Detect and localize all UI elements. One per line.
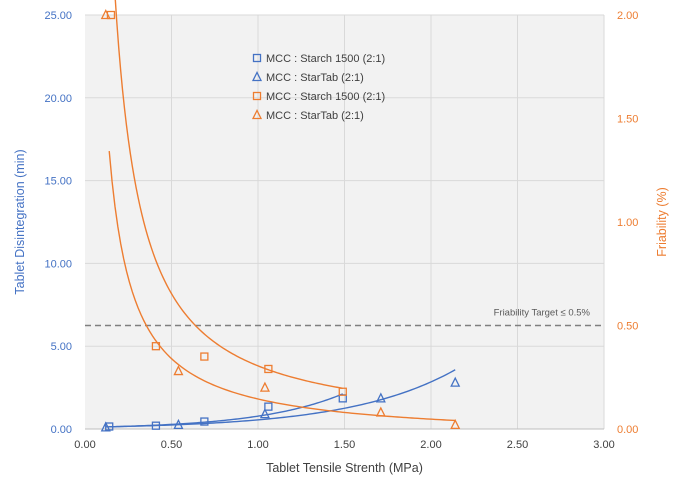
y2-tick-labels: 0.00 0.50 1.00 1.50 2.00 xyxy=(617,10,638,436)
data-point-s0-2 xyxy=(200,417,209,426)
legend-marker-triangle xyxy=(251,71,263,82)
x-axis-title: Tablet Tensile Strenth (MPa) xyxy=(266,461,423,475)
y-tick-label: 20.00 xyxy=(44,93,72,105)
y-axis-title: Tablet Disintegration (min) xyxy=(13,149,27,294)
legend-marker-square xyxy=(252,53,262,63)
legend-entry-1: MCC : StarTab (2:1) xyxy=(251,71,364,84)
y2-tick-label: 2.00 xyxy=(617,10,638,22)
legend-label: MCC : Starch 1500 (2:1) xyxy=(266,53,385,65)
y2-tick-label: 1.00 xyxy=(617,217,638,229)
y-tick-label: 0.00 xyxy=(51,424,72,436)
x-gridlines xyxy=(171,15,605,429)
x-tick-label: 1.50 xyxy=(334,439,355,451)
legend-entry-0: MCC : Starch 1500 (2:1) xyxy=(252,53,385,65)
data-point-s0-1 xyxy=(151,421,161,430)
legend-label: MCC : Starch 1500 (2:1) xyxy=(266,91,385,103)
y-tick-label: 15.00 xyxy=(44,176,72,188)
trendline-2 xyxy=(114,0,343,389)
y-tick-label: 5.00 xyxy=(51,341,72,353)
data-point-s3-0 xyxy=(100,9,111,20)
x-tick-label: 1.00 xyxy=(247,439,268,451)
y2-tick-label: 1.50 xyxy=(617,114,638,126)
data-point-s2-1 xyxy=(151,342,161,351)
y2-tick-label: 0.50 xyxy=(617,321,638,333)
data-point-s2-4 xyxy=(338,387,347,396)
data-point-s1-3 xyxy=(375,392,386,403)
legend-label: MCC : StarTab (2:1) xyxy=(266,110,364,122)
data-point-s2-2 xyxy=(200,352,209,361)
friability-target-label: Friability Target ≤ 0.5% xyxy=(494,308,591,319)
data-point-s1-0 xyxy=(100,421,111,432)
y2-tick-label: 0.00 xyxy=(617,424,638,436)
data-point-s0-3 xyxy=(264,402,273,411)
data-point-s2-3 xyxy=(264,364,273,374)
data-markers xyxy=(100,9,461,432)
y-gridlines xyxy=(85,14,604,347)
y2-axis-title: Friability (%) xyxy=(655,187,669,256)
data-point-s3-2 xyxy=(259,381,270,392)
trendline-1 xyxy=(105,369,456,428)
legend-entry-2: MCC : Starch 1500 (2:1) xyxy=(252,91,385,103)
y-tick-label: 10.00 xyxy=(44,258,72,270)
trendline-3 xyxy=(108,150,456,422)
data-point-s1-2 xyxy=(259,408,270,419)
legend-marker-square xyxy=(252,91,262,101)
data-point-s3-1 xyxy=(173,365,184,376)
y-tick-labels: 0.00 5.00 10.00 15.00 20.00 25.00 xyxy=(44,10,72,436)
x-tick-label: 0.00 xyxy=(74,439,95,451)
data-point-s1-4 xyxy=(450,376,461,387)
x-tick-label: 2.50 xyxy=(507,439,528,451)
x-tick-label: 0.50 xyxy=(161,439,182,451)
legend: MCC : Starch 1500 (2:1) MCC : StarTab (2:… xyxy=(251,53,385,122)
trendlines xyxy=(105,0,456,428)
data-point-s1-1 xyxy=(173,418,184,430)
y-tick-label: 25.00 xyxy=(44,10,72,22)
data-point-s3-3 xyxy=(375,406,386,417)
x-tick-label: 2.00 xyxy=(420,439,441,451)
legend-marker-triangle xyxy=(251,109,263,120)
legend-entry-3: MCC : StarTab (2:1) xyxy=(251,109,364,122)
x-tick-labels: 0.00 0.50 1.00 1.50 2.00 2.50 3.00 xyxy=(74,439,614,451)
data-point-s3-4 xyxy=(450,418,461,430)
legend-label: MCC : StarTab (2:1) xyxy=(266,72,364,84)
x-tick-label: 3.00 xyxy=(593,439,614,451)
